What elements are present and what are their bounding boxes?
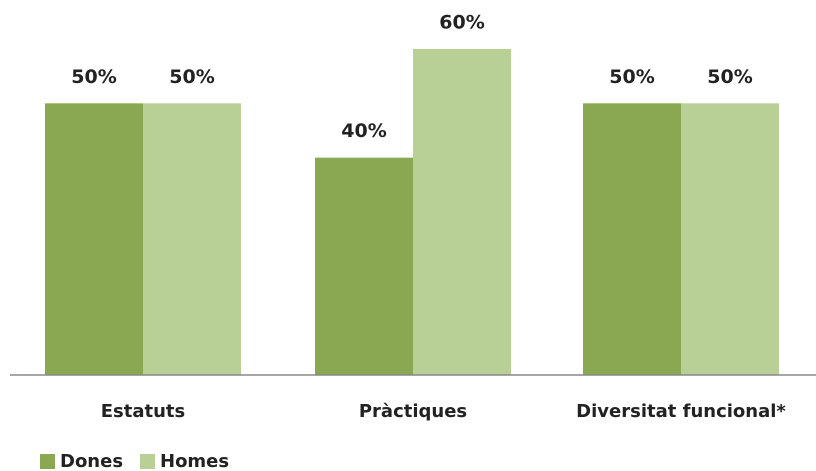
- legend-swatch: [40, 454, 55, 469]
- x-tick-label: Diversitat funcional*: [576, 401, 786, 422]
- x-tick-label: Estatuts: [101, 401, 186, 422]
- data-label: 50%: [71, 66, 116, 88]
- x-tick-label: Pràctiques: [359, 401, 467, 422]
- data-label: 60%: [439, 12, 484, 34]
- bar: [583, 103, 681, 375]
- bar: [413, 49, 511, 375]
- bar: [315, 157, 413, 375]
- bar: [143, 103, 241, 375]
- legend-label: Dones: [60, 451, 123, 471]
- bar: [681, 103, 779, 375]
- bar: [45, 103, 143, 375]
- data-label: 40%: [341, 120, 386, 142]
- data-label: 50%: [609, 66, 654, 88]
- legend-swatch: [140, 454, 155, 469]
- data-label: 50%: [707, 66, 752, 88]
- data-label: 50%: [169, 66, 214, 88]
- legend-label: Homes: [160, 451, 229, 471]
